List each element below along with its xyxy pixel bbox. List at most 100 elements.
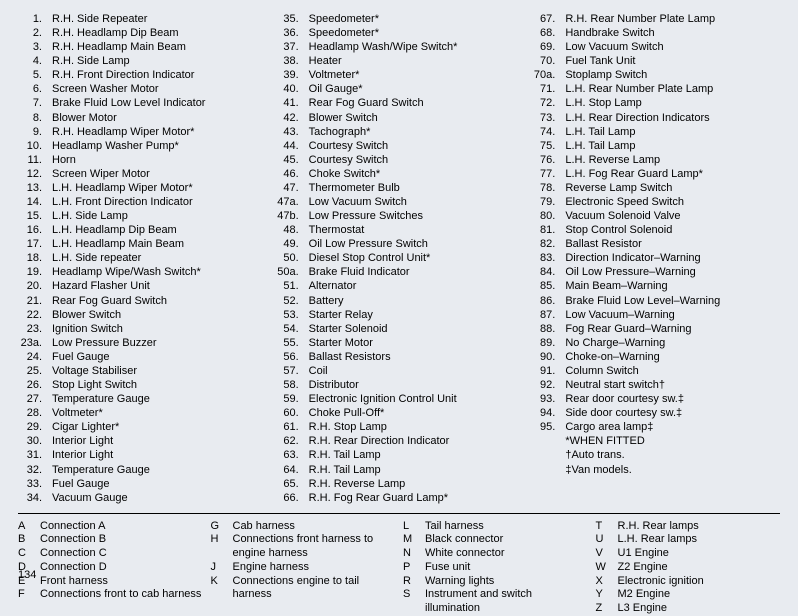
item-label: R.H. Rear Direction Indicator [309,434,524,448]
list-row: 12.Screen Wiper Motor [18,167,267,181]
item-number: 33. [18,477,52,491]
item-label: Thermostat [309,223,524,237]
list-row: 65.R.H. Reverse Lamp [275,477,524,491]
item-label: Vacuum Solenoid Valve [565,209,780,223]
item-number: 12. [18,167,52,181]
item-number: 48. [275,223,309,237]
item-number: 8. [18,111,52,125]
item-label: Fog Rear Guard–Warning [565,322,780,336]
item-number: 92. [531,378,565,392]
item-number: 24. [18,350,52,364]
item-label: L.H. Stop Lamp [565,96,780,110]
item-number: 71. [531,82,565,96]
list-row: 51.Alternator [275,279,524,293]
item-number: 73. [531,111,565,125]
item-number: 94. [531,406,565,420]
list-column-1: 1.R.H. Side Repeater2.R.H. Headlamp Dip … [18,12,267,505]
item-number: 47b. [275,209,309,223]
item-number: 1. [18,12,52,26]
item-number: 70. [531,54,565,68]
key-letter: F [18,588,40,602]
list-row: 74.L.H. Tail Lamp [531,125,780,139]
key-label: Connections engine to tail harness [233,575,396,603]
key-row: JEngine harness [211,561,396,575]
item-label: Interior Light [52,448,267,462]
item-label: Stop Control Solenoid [565,223,780,237]
item-number: 59. [275,392,309,406]
list-row: 59.Electronic Ignition Control Unit [275,392,524,406]
item-label: Low Pressure Switches [309,209,524,223]
list-row: 47b.Low Pressure Switches [275,209,524,223]
item-number: 28. [18,406,52,420]
list-row: 49.Oil Low Pressure Switch [275,237,524,251]
item-label: L.H. Headlamp Wiper Motor* [52,181,267,195]
list-column-2: 35.Speedometer*36.Speedometer*37.Headlam… [275,12,524,505]
list-row: 68.Handbrake Switch [531,26,780,40]
list-row: 57.Coil [275,364,524,378]
list-row: 22.Blower Switch [18,308,267,322]
item-number: 37. [275,40,309,54]
key-row: TR.H. Rear lamps [596,520,781,534]
item-number: 76. [531,153,565,167]
item-label: Headlamp Wipe/Wash Switch* [52,265,267,279]
list-row: 61.R.H. Stop Lamp [275,420,524,434]
item-label: L.H. Tail Lamp [565,139,780,153]
key-letter: K [211,575,233,603]
list-row: 18.L.H. Side repeater [18,251,267,265]
list-row: 13.L.H. Headlamp Wiper Motor* [18,181,267,195]
item-label: R.H. Headlamp Main Beam [52,40,267,54]
list-row: 60.Choke Pull-Off* [275,406,524,420]
item-number: 91. [531,364,565,378]
item-label: Choke Switch* [309,167,524,181]
item-number: 79. [531,195,565,209]
item-number: 85. [531,279,565,293]
item-number: 17. [18,237,52,251]
key-row: NWhite connector [403,547,588,561]
list-row: 21.Rear Fog Guard Switch [18,294,267,308]
item-label: Horn [52,153,267,167]
item-label: Courtesy Switch [309,153,524,167]
item-number: 20. [18,279,52,293]
item-label: Low Vacuum Switch [309,195,524,209]
item-number: 13. [18,181,52,195]
item-number: 61. [275,420,309,434]
list-row: 70.Fuel Tank Unit [531,54,780,68]
item-number: 66. [275,491,309,505]
list-row: 42.Blower Switch [275,111,524,125]
item-label: L.H. Tail Lamp [565,125,780,139]
key-letter: R [403,575,425,589]
item-number: 75. [531,139,565,153]
item-label: R.H. Tail Lamp [309,448,524,462]
key-row: EFront harness [18,575,203,589]
item-label: L.H. Headlamp Main Beam [52,237,267,251]
item-label: Low Vacuum Switch [565,40,780,54]
item-number: 68. [531,26,565,40]
item-label: ‡Van models. [565,463,780,477]
list-row: 33.Fuel Gauge [18,477,267,491]
item-label: Low Vacuum–Warning [565,308,780,322]
key-label: Electronic ignition [618,575,781,589]
item-number: 60. [275,406,309,420]
item-label: Starter Solenoid [309,322,524,336]
list-row: 46.Choke Switch* [275,167,524,181]
item-number: 52. [275,294,309,308]
list-row: 14.L.H. Front Direction Indicator [18,195,267,209]
list-row: 47.Thermometer Bulb [275,181,524,195]
list-row: 81.Stop Control Solenoid [531,223,780,237]
item-label: R.H. Side Repeater [52,12,267,26]
key-row: PFuse unit [403,561,588,575]
item-label: Ballast Resistor [565,237,780,251]
item-label: Alternator [309,279,524,293]
key-label: M2 Engine [618,588,781,602]
list-row: 35.Speedometer* [275,12,524,26]
item-number: 22. [18,308,52,322]
item-number: 21. [18,294,52,308]
item-number: 69. [531,40,565,54]
list-row: 30.Interior Light [18,434,267,448]
list-row: 79.Electronic Speed Switch [531,195,780,209]
list-row: 92.Neutral start switch† [531,378,780,392]
item-number: 46. [275,167,309,181]
list-row: 15.L.H. Side Lamp [18,209,267,223]
item-number: 35. [275,12,309,26]
key-letter: N [403,547,425,561]
